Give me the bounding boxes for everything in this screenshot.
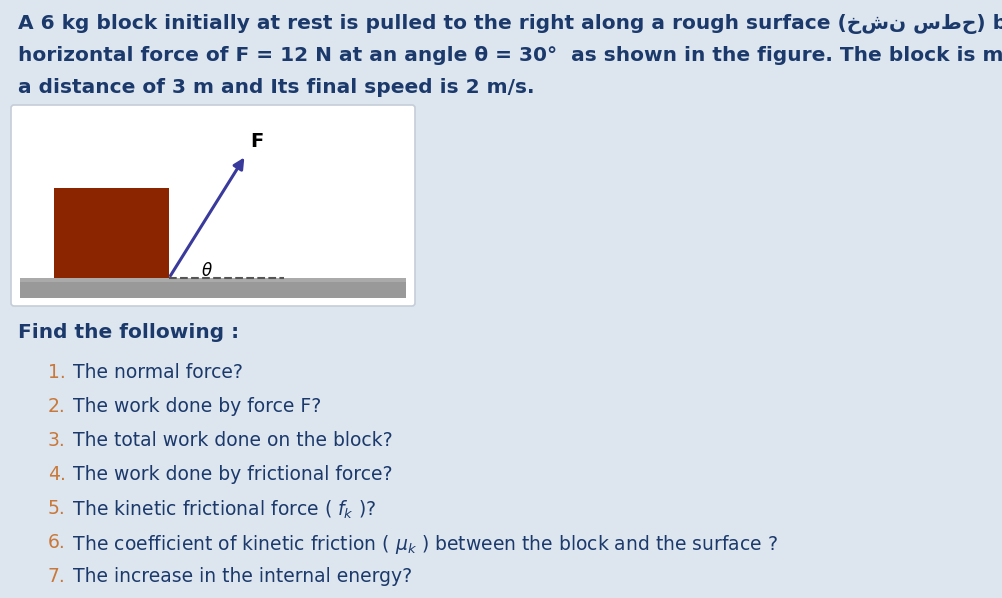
Text: 2.: 2. (48, 397, 66, 416)
Bar (20, 278, 406, 282)
Text: 5.: 5. (48, 499, 66, 518)
Text: The total work done on the block?: The total work done on the block? (67, 431, 392, 450)
Bar (20, 278, 406, 298)
Text: $\theta$: $\theta$ (200, 262, 212, 280)
Text: 7.: 7. (48, 567, 66, 586)
Text: The coefficient of kinetic friction ( $\mu_k$ ) between the block and the surfac: The coefficient of kinetic friction ( $\… (67, 533, 778, 556)
Text: The work done by frictional force?: The work done by frictional force? (67, 465, 392, 484)
Text: a distance of 3 m and Its final speed is 2 m/s.: a distance of 3 m and Its final speed is… (18, 78, 534, 97)
Text: F: F (249, 132, 263, 151)
Text: The work done by force F?: The work done by force F? (67, 397, 321, 416)
Text: 1.: 1. (48, 363, 66, 382)
Text: The kinetic frictional force ( $f_k$ )?: The kinetic frictional force ( $f_k$ )? (67, 499, 376, 521)
Text: 6.: 6. (48, 533, 66, 552)
Bar (54, 188, 168, 278)
Text: The increase in the internal energy?: The increase in the internal energy? (67, 567, 412, 586)
Text: The normal force?: The normal force? (67, 363, 242, 382)
FancyBboxPatch shape (11, 105, 415, 306)
Text: Find the following :: Find the following : (18, 323, 238, 342)
Text: A 6 kg block initially at rest is pulled to the right along a rough surface (خشن: A 6 kg block initially at rest is pulled… (18, 14, 1002, 34)
Text: 3.: 3. (48, 431, 66, 450)
Text: horizontal force of F = 12 N at an angle θ = 30°  as shown in the figure. The bl: horizontal force of F = 12 N at an angle… (18, 46, 1002, 65)
Text: 4.: 4. (48, 465, 66, 484)
